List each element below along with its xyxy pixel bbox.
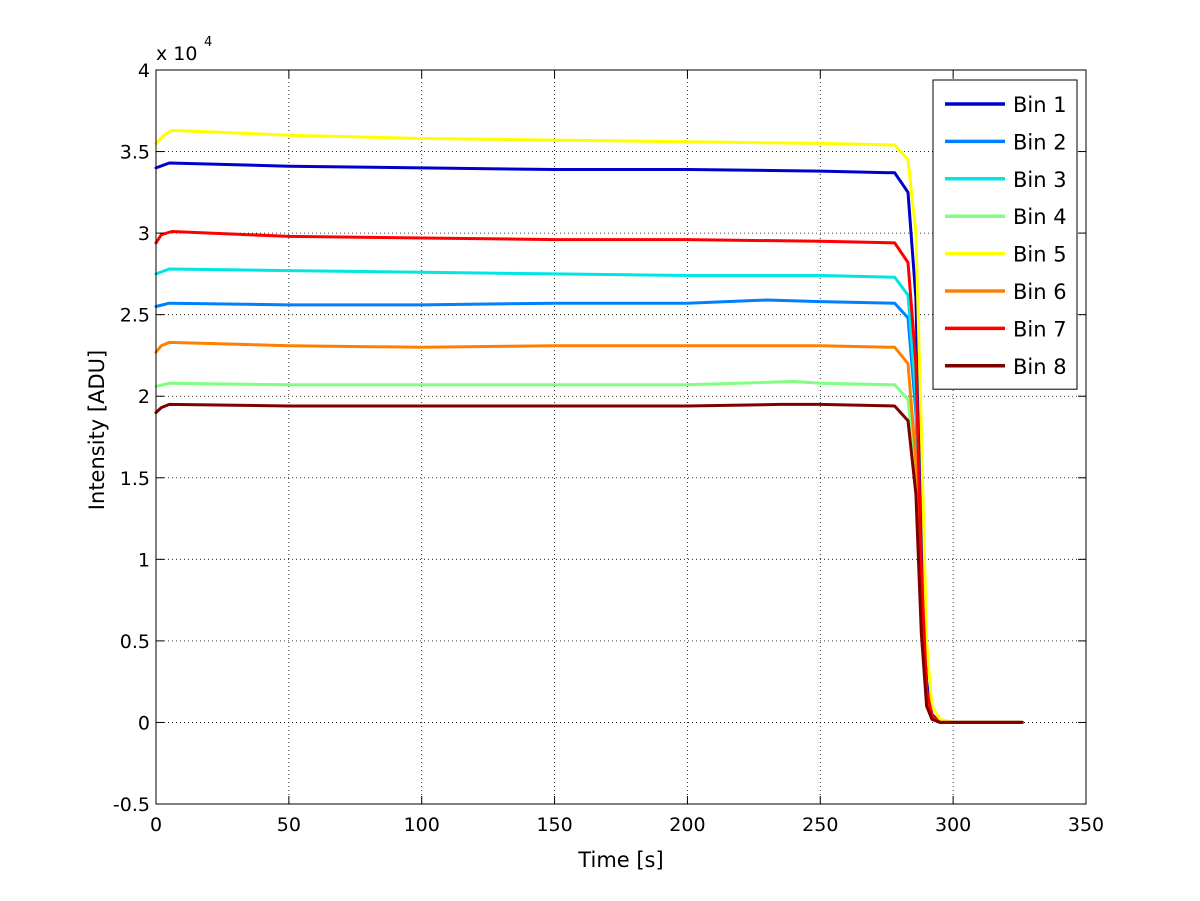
y-axis-label: Intensity [ADU]: [85, 350, 109, 510]
series-layer: [154, 128, 1024, 724]
x-tick-label: 150: [536, 814, 572, 836]
legend-label-bin-4: Bin 4: [1013, 205, 1067, 229]
y-tick-label: 3.5: [120, 142, 150, 164]
y-tick-label: 0: [138, 712, 150, 734]
legend-label-bin-1: Bin 1: [1013, 93, 1067, 117]
plot-frame: [155, 69, 1087, 805]
legend-box: [932, 79, 1078, 390]
y-tick-label: 2.5: [120, 305, 150, 327]
x-axis-label: Time [s]: [577, 848, 663, 872]
x-tick-label: 300: [935, 814, 971, 836]
y-tick-label: 1: [138, 549, 150, 571]
axis-ticks: 0 50 100 150 200 250 300 350-0.500.511.522.533.…: [113, 60, 1104, 836]
x-tick-label: 100: [404, 814, 440, 836]
legend-label-bin-3: Bin 3: [1013, 168, 1067, 192]
legend-label-bin-8: Bin 8: [1013, 355, 1067, 379]
x-tick-label: 0: [150, 814, 162, 836]
series-line-bin-8: [154, 402, 1024, 724]
y-tick-label: 2: [138, 386, 150, 408]
y-tick-label: 3: [138, 223, 150, 245]
x-tick-label: 200: [669, 814, 705, 836]
y-tick-label: -0.5: [113, 794, 150, 816]
series-line-bin-5: [154, 128, 1024, 724]
y-exponent-power: 4: [204, 35, 212, 50]
x-tick-label: 350: [1068, 814, 1104, 836]
series-line-bin-7: [154, 230, 1024, 724]
legend-label-bin-6: Bin 6: [1013, 280, 1067, 304]
x-tick-label: 250: [802, 814, 838, 836]
legend-label-bin-5: Bin 5: [1013, 243, 1067, 267]
legend-label-bin-2: Bin 2: [1013, 130, 1067, 154]
legend: Bin 1 Bin 2 Bin 3 Bin 4 Bin 5 Bin 6 Bin 7 Bin 8: [932, 79, 1078, 390]
grid-lines: [156, 70, 1086, 804]
legend-label-bin-7: Bin 7: [1013, 317, 1067, 341]
y-tick-label: 0.5: [120, 631, 150, 653]
y-axis-exponent: x 10 4: [156, 35, 212, 65]
y-tick-label: 4: [138, 60, 150, 82]
y-tick-label: 1.5: [120, 468, 150, 490]
y-exponent-base: x 10: [156, 43, 197, 65]
x-tick-label: 50: [277, 814, 301, 836]
